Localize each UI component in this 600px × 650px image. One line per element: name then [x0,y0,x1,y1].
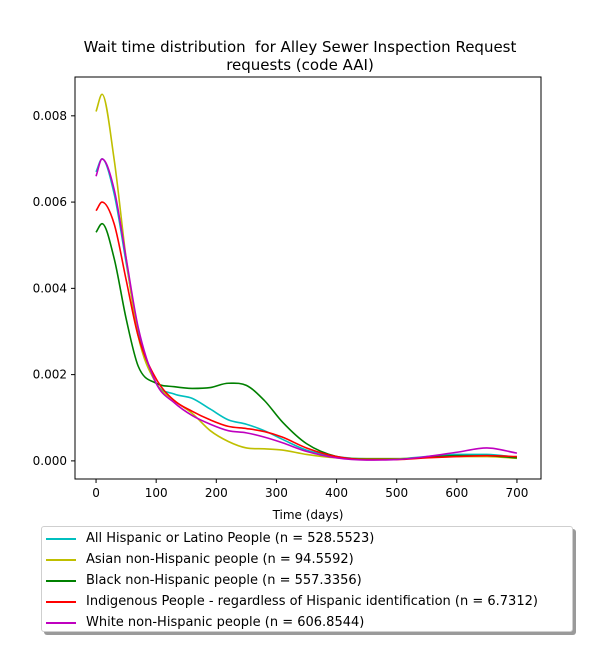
x-tick-label-2: 200 [205,486,228,500]
legend-swatch-white [46,621,76,624]
y-tick-label-4: 0.008 [33,109,67,123]
legend-label-hispanic: All Hispanic or Latino People (n = 528.5… [86,531,375,546]
axes-frame [74,76,542,480]
chart-title-line-1: Wait time distribution for Alley Sewer I… [83,38,517,56]
y-tick-label-1: 0.002 [33,368,67,382]
x-tick-label-1: 100 [145,486,168,500]
x-tick-label-7: 700 [505,486,528,500]
legend-item-black: Black non-Hispanic people (n = 557.3356) [42,570,362,591]
x-tick-label-5: 500 [385,486,408,500]
x-tick-label-3: 300 [265,486,288,500]
legend-label-black: Black non-Hispanic people (n = 557.3356) [86,573,362,588]
y-tick-label-0: 0.000 [33,454,67,468]
legend: All Hispanic or Latino People (n = 528.5… [41,526,573,632]
series-line-1 [95,93,517,460]
legend-item-asian: Asian non-Hispanic people (n = 94.5592) [42,549,354,570]
legend-swatch-black [46,579,76,582]
legend-swatch-indigenous [46,600,76,603]
y-tick-label-3: 0.006 [33,195,67,209]
legend-label-indigenous: Indigenous People - regardless of Hispan… [86,594,538,609]
legend-label-white: White non-Hispanic people (n = 606.8544) [86,615,365,630]
x-tick-label-4: 400 [325,486,348,500]
x-tick-label-6: 600 [445,486,468,500]
legend-swatch-hispanic [46,537,76,540]
legend-label-asian: Asian non-Hispanic people (n = 94.5592) [86,552,354,567]
series-line-0 [95,158,518,460]
x-tick-label-0: 0 [92,486,100,500]
legend-swatch-asian [46,558,76,561]
legend-item-hispanic: All Hispanic or Latino People (n = 528.5… [42,528,374,549]
series-line-4 [95,158,518,461]
series-line-2 [95,222,518,460]
legend-item-white: White non-Hispanic people (n = 606.8544) [42,612,364,633]
legend-item-indigenous: Indigenous People - regardless of Hispan… [42,591,538,612]
y-tick-label-2: 0.004 [33,281,67,295]
x-axis-label: Time (days) [272,508,344,522]
ticks-layer: 0 100 200 300 400 500 600 700 0.000 0.002 0.004 0.0… [33,109,529,522]
chart-title-line-2: requests (code AAI) [226,56,374,74]
series-layer [95,93,518,461]
series-line-3 [95,201,517,461]
